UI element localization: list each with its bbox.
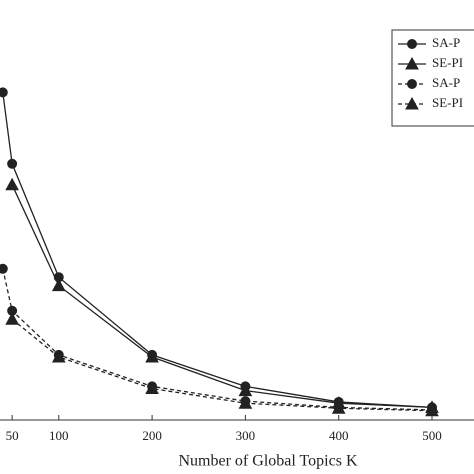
marker bbox=[331, 401, 346, 414]
marker bbox=[5, 177, 19, 191]
marker bbox=[7, 158, 18, 169]
marker bbox=[407, 79, 417, 89]
marker bbox=[425, 403, 439, 417]
marker bbox=[0, 87, 8, 98]
marker bbox=[238, 383, 253, 397]
marker bbox=[145, 349, 159, 363]
marker bbox=[238, 396, 253, 409]
legend: SA-P SE-PI SA-P SE-PI bbox=[391, 29, 474, 127]
marker bbox=[405, 56, 419, 70]
marker bbox=[51, 349, 66, 363]
series-line bbox=[2, 92, 433, 409]
legend-label: SA-P bbox=[432, 75, 460, 90]
marker bbox=[407, 39, 417, 49]
x-tick-label: 300 bbox=[236, 428, 256, 443]
marker bbox=[51, 278, 66, 292]
series-line bbox=[11, 184, 433, 409]
marker bbox=[145, 381, 159, 394]
marker bbox=[5, 312, 19, 325]
x-tick-label: 100 bbox=[49, 428, 69, 443]
marker bbox=[0, 263, 8, 274]
x-tick-label: 500 bbox=[422, 428, 442, 443]
x-tick-label: 200 bbox=[142, 428, 162, 443]
legend-label: SE-PI bbox=[432, 95, 463, 110]
legend-box bbox=[391, 29, 474, 127]
x-tick-label: 400 bbox=[329, 428, 349, 443]
x-axis-label: Number of Global Topics K bbox=[179, 453, 358, 470]
legend-label: SA-P bbox=[432, 35, 460, 50]
series-line bbox=[2, 268, 433, 411]
marker bbox=[405, 96, 419, 110]
x-tick-label: 50 bbox=[6, 428, 19, 443]
series-line bbox=[11, 318, 433, 412]
legend-label: SE-PI bbox=[432, 55, 463, 70]
